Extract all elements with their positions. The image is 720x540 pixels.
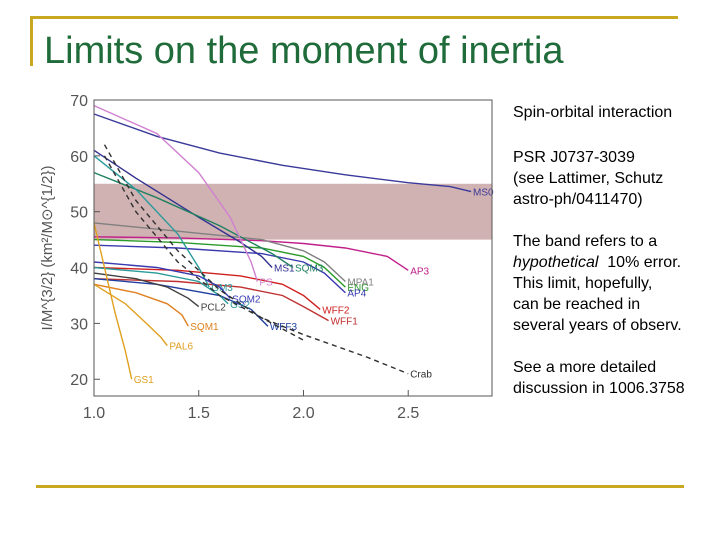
series-line bbox=[93, 236, 409, 271]
series-line bbox=[93, 222, 346, 283]
series-line bbox=[93, 104, 259, 282]
error-band bbox=[94, 183, 492, 240]
note-line: Spin-orbital interaction bbox=[513, 104, 673, 121]
note-discussion: See a more detailed discussion in 1006.3… bbox=[513, 357, 713, 399]
series-label: GS2 bbox=[230, 300, 250, 311]
series-label: WFF3 bbox=[270, 322, 298, 333]
series-line bbox=[93, 278, 329, 322]
note-line: The band refers to a bbox=[513, 233, 658, 250]
series-label: PS bbox=[259, 278, 273, 289]
series-label: PAL6 bbox=[169, 342, 193, 353]
top-rule bbox=[30, 16, 678, 19]
note-spin-orbital: Spin-orbital interaction bbox=[513, 102, 713, 123]
note-line: astro-ph/0411470) bbox=[513, 191, 643, 208]
series-line bbox=[93, 222, 133, 380]
series-line bbox=[93, 261, 231, 299]
series-line bbox=[93, 149, 273, 268]
note-psr: PSR J0737-3039 (see Lattimer, Schutz ast… bbox=[513, 147, 713, 210]
series-label: MS0 bbox=[473, 188, 494, 199]
series-line bbox=[93, 113, 472, 193]
plot-frame bbox=[93, 99, 493, 397]
series-line bbox=[93, 266, 321, 310]
note-line: (see Lattimer, Schutz bbox=[513, 170, 664, 187]
note-band: The band refers to a hypothetical 10% er… bbox=[513, 231, 713, 336]
note-line: discussion in 1006.3758 bbox=[513, 380, 685, 397]
series-label: PCL2 bbox=[201, 303, 226, 314]
series-label: SQM1 bbox=[190, 322, 219, 333]
y-tick-label: 70 bbox=[70, 93, 88, 110]
note-line: PSR J0737-3039 bbox=[513, 149, 635, 166]
series-label: GS1 bbox=[134, 375, 154, 386]
note-emphasis: hypothetical bbox=[513, 254, 599, 271]
y-axis-label: I/M^{3/2} (km²/M⊙^{1/2}) bbox=[39, 165, 56, 330]
x-tick-label: 2.0 bbox=[292, 405, 314, 422]
series-line bbox=[93, 266, 229, 305]
y-tick-label: 30 bbox=[70, 316, 88, 333]
series-label: AP3 bbox=[410, 266, 429, 277]
series-label: GM3 bbox=[211, 283, 233, 294]
note-line: hypothetical 10% error. bbox=[513, 252, 713, 273]
note-line: can be reached in bbox=[513, 296, 641, 313]
series-label: Crab bbox=[410, 370, 432, 381]
series-label: SQM2 bbox=[232, 294, 261, 305]
slide-title: Limits on the moment of inertia bbox=[44, 30, 564, 72]
series-line bbox=[103, 155, 409, 375]
note-line: See a more detailed bbox=[513, 359, 657, 376]
x-tick-label: 1.0 bbox=[83, 405, 105, 422]
series-line bbox=[103, 144, 304, 341]
left-rule bbox=[30, 16, 33, 66]
y-tick-label: 20 bbox=[70, 372, 88, 389]
series-label: AP4 bbox=[347, 289, 366, 300]
note-line-rest: 10% error. bbox=[607, 254, 682, 271]
series-label: MS1 bbox=[274, 264, 295, 275]
x-tick-label: 1.5 bbox=[188, 405, 210, 422]
y-tick-label: 40 bbox=[70, 261, 88, 278]
series-line bbox=[93, 283, 168, 347]
series-label: ENG bbox=[347, 283, 369, 294]
note-line: This limit, hopefully, bbox=[513, 275, 653, 292]
series-label: MPA1 bbox=[347, 278, 374, 289]
y-tick-label: 60 bbox=[70, 149, 88, 166]
series-line bbox=[93, 283, 189, 327]
x-tick-label: 2.5 bbox=[397, 405, 419, 422]
bottom-rule bbox=[36, 485, 684, 488]
note-line: several years of observ. bbox=[513, 317, 682, 334]
series-line bbox=[93, 272, 200, 308]
series-line bbox=[93, 244, 346, 294]
series-label: WFF2 bbox=[322, 305, 350, 316]
series-line bbox=[93, 238, 346, 288]
y-tick-label: 50 bbox=[70, 205, 88, 222]
series-label: SQM3 bbox=[295, 264, 324, 275]
series-label: WFF1 bbox=[331, 317, 359, 328]
